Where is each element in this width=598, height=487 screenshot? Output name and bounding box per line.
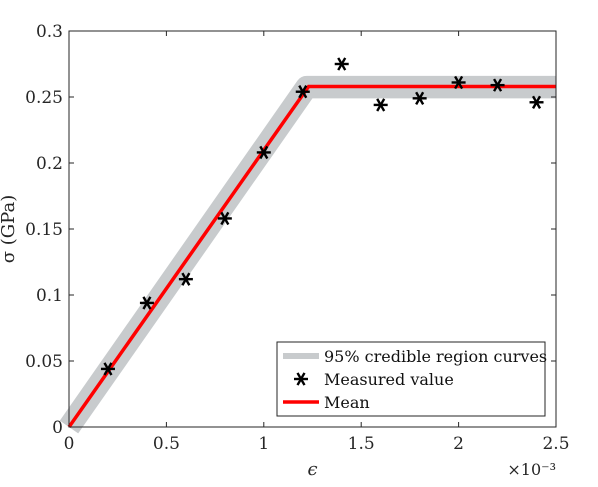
y-tick-label: 0.25	[25, 88, 63, 108]
y-axis-label: σ (GPa)	[0, 195, 19, 263]
data-point	[100, 362, 115, 376]
y-tick-label: 0	[52, 418, 63, 438]
data-point	[373, 98, 388, 112]
data-point	[256, 145, 271, 160]
x-tick-label: 1.5	[348, 434, 375, 454]
data-point	[295, 85, 310, 99]
legend-label-band: 95% credible region curves	[324, 347, 547, 366]
data-point	[217, 211, 232, 226]
legend-box	[276, 341, 546, 417]
data-point	[334, 57, 349, 71]
y-tick-label: 0.15	[25, 220, 63, 240]
legend-swatch-marker	[294, 372, 308, 386]
data-point	[178, 272, 193, 286]
legend-label-mean: Mean	[324, 393, 370, 412]
legend-label-marker: Measured value	[324, 370, 454, 389]
x-tick-label: 0	[64, 434, 75, 454]
x-tick-label: 2.5	[542, 434, 569, 454]
y-tick-label: 0.05	[25, 352, 63, 372]
y-tick-label: 0.2	[36, 154, 63, 174]
x-axis-label: ϵ	[307, 459, 317, 480]
data-point	[529, 95, 544, 109]
data-point	[412, 91, 427, 105]
data-point	[139, 296, 154, 310]
x-tick-label: 0.5	[153, 434, 180, 454]
y-tick-label: 0.3	[36, 22, 63, 42]
x-tick-label: 1	[258, 434, 269, 454]
y-tick-label: 0.1	[36, 286, 63, 306]
x-exponent-label: ×10⁻³	[507, 460, 556, 479]
x-tick-label: 2	[453, 434, 464, 454]
data-point	[451, 75, 466, 90]
data-point	[490, 78, 505, 92]
mean-line	[67, 84, 556, 429]
